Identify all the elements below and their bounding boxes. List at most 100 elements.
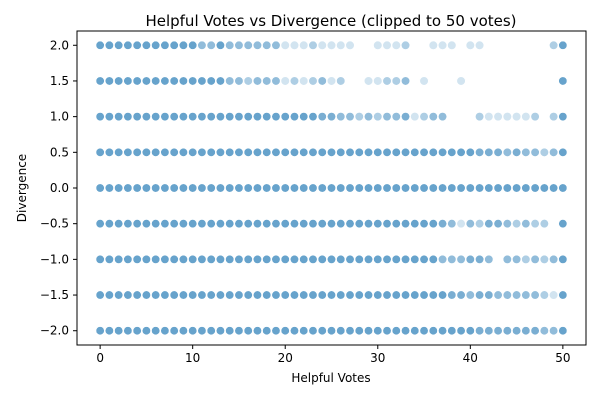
scatter-point <box>493 219 503 229</box>
scatter-point <box>197 326 207 336</box>
scatter-point <box>317 147 327 157</box>
scatter-point <box>123 290 133 300</box>
scatter-point <box>558 326 568 336</box>
scatter-point <box>299 254 309 264</box>
scatter-point <box>530 112 540 122</box>
x-tick-label: 10 <box>185 351 200 365</box>
scatter-point <box>225 40 235 50</box>
scatter-point <box>511 112 522 122</box>
scatter-point <box>197 40 207 50</box>
scatter-point <box>419 112 429 122</box>
scatter-point <box>511 254 522 264</box>
scatter-point <box>243 147 253 157</box>
scatter-point <box>354 183 364 193</box>
scatter-point <box>437 290 448 300</box>
scatter-point <box>123 147 133 157</box>
scatter-point <box>437 147 448 157</box>
scatter-point <box>271 290 281 300</box>
scatter-point <box>456 183 466 193</box>
scatter-point <box>373 112 383 122</box>
scatter-point <box>428 112 438 122</box>
scatter-point <box>484 254 494 264</box>
scatter-point <box>410 326 420 336</box>
scatter-point <box>400 326 411 336</box>
scatter-point <box>132 326 142 336</box>
y-tick-label: −1.0 <box>40 252 69 266</box>
scatter-point <box>363 183 374 193</box>
scatter-point <box>456 254 466 264</box>
scatter-point <box>271 76 281 86</box>
scatter-point <box>456 219 466 229</box>
scatter-point <box>169 290 179 300</box>
scatter-point <box>354 147 364 157</box>
scatter-point <box>104 254 114 264</box>
scatter-point <box>151 147 161 157</box>
scatter-point <box>160 219 170 229</box>
scatter-point <box>354 219 364 229</box>
scatter-point <box>225 326 235 336</box>
scatter-point <box>502 112 512 122</box>
scatter-point <box>299 40 309 50</box>
scatter-point <box>558 40 568 50</box>
scatter-point <box>373 147 383 157</box>
scatter-point <box>104 147 114 157</box>
scatter-point <box>373 40 383 50</box>
scatter-point <box>521 290 531 300</box>
scatter-point <box>484 219 494 229</box>
scatter-point <box>132 254 142 264</box>
scatter-point <box>465 254 475 264</box>
scatter-point <box>437 326 448 336</box>
y-tick-label: 1.0 <box>50 110 69 124</box>
scatter-point <box>234 147 244 157</box>
scatter-point <box>197 147 207 157</box>
scatter-point <box>521 219 531 229</box>
scatter-point <box>400 290 411 300</box>
scatter-point <box>493 183 503 193</box>
scatter-point <box>345 112 355 122</box>
scatter-point <box>465 290 475 300</box>
y-tick-label: −1.5 <box>40 288 69 302</box>
scatter-point <box>382 219 392 229</box>
scatter-point <box>104 112 114 122</box>
scatter-point <box>114 290 124 300</box>
scatter-point <box>280 76 290 86</box>
scatter-point <box>188 219 198 229</box>
scatter-point <box>197 112 207 122</box>
scatter-point <box>160 326 170 336</box>
scatter-point <box>317 326 327 336</box>
scatter-point <box>382 254 392 264</box>
scatter-point <box>521 254 531 264</box>
scatter-point <box>474 112 485 122</box>
scatter-point <box>225 183 235 193</box>
scatter-point <box>549 147 559 157</box>
scatter-point <box>373 183 383 193</box>
scatter-point <box>539 326 549 336</box>
scatter-point <box>234 183 244 193</box>
scatter-point <box>243 290 253 300</box>
scatter-point <box>308 40 318 50</box>
scatter-point <box>410 147 420 157</box>
scatter-point <box>280 147 290 157</box>
scatter-point <box>484 183 494 193</box>
scatter-point <box>178 219 189 229</box>
scatter-point <box>188 183 198 193</box>
scatter-point <box>502 254 512 264</box>
scatter-point <box>326 326 337 336</box>
scatter-point <box>511 147 522 157</box>
scatter-point <box>114 183 124 193</box>
scatter-point <box>234 254 244 264</box>
scatter-point <box>206 40 216 50</box>
scatter-point <box>95 112 105 122</box>
scatter-point <box>447 40 457 50</box>
scatter-point <box>549 183 559 193</box>
scatter-point <box>437 112 448 122</box>
scatter-point <box>373 219 383 229</box>
scatter-point <box>428 290 438 300</box>
scatter-point <box>299 76 309 86</box>
scatter-point <box>391 183 401 193</box>
scatter-point <box>345 254 355 264</box>
scatter-point <box>95 290 105 300</box>
scatter-point <box>234 40 244 50</box>
scatter-point <box>549 112 559 122</box>
scatter-point <box>262 254 272 264</box>
